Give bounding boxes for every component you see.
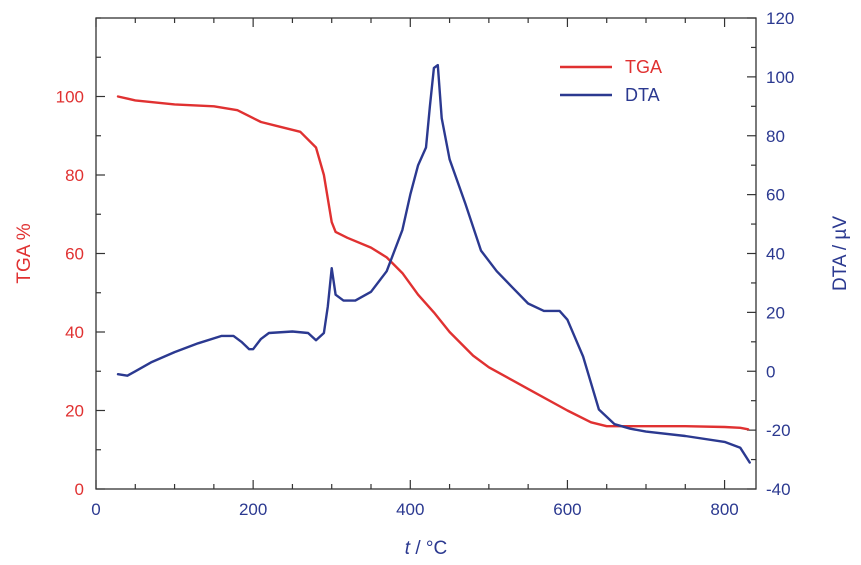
right-y-tick-label: 0 (766, 362, 775, 381)
right-y-tick-label: 100 (766, 68, 794, 87)
right-y-axis-ticks: -40 -20 0 20 40 60 80 100 120 (747, 9, 794, 499)
right-y-tick-label: 120 (766, 9, 794, 28)
x-tick-label: 200 (239, 500, 267, 519)
right-y-tick-label: 40 (766, 245, 785, 264)
series-layer (116, 63, 751, 464)
left-y-axis-ticks: 0 20 40 60 80 100 (56, 17, 105, 499)
left-y-tick-label: 60 (65, 245, 84, 264)
legend: TGA DTA (560, 57, 662, 105)
right-y-tick-label: -40 (766, 480, 791, 499)
x-tick-label: 400 (396, 500, 424, 519)
x-axis-title: t / °C (405, 538, 447, 559)
x-tick-label: 0 (91, 500, 100, 519)
right-y-tick-label: 20 (766, 303, 785, 322)
x-axis-title-unit: / °C (410, 538, 447, 559)
left-y-tick-label: 0 (75, 480, 84, 499)
x-axis-title-symbol: t (405, 538, 411, 559)
x-axis-ticks: 0 200 400 600 800 (91, 18, 739, 519)
plot-frame (95, 17, 757, 490)
x-tick-label: 600 (553, 500, 581, 519)
left-y-tick-label: 80 (65, 166, 84, 185)
right-y-tick-label: 60 (766, 186, 785, 205)
series-line-dta (116, 63, 751, 464)
left-y-tick-label: 20 (65, 402, 84, 421)
left-y-axis-title: TGA % (14, 223, 35, 283)
right-y-tick-label: -20 (766, 421, 791, 440)
left-y-tick-label: 100 (56, 88, 84, 107)
series-line-tga (116, 95, 750, 431)
x-tick-label: 800 (710, 500, 738, 519)
legend-label-dta: DTA (625, 85, 660, 105)
right-y-axis-title: DTA / µV (830, 216, 851, 291)
left-y-tick-label: 40 (65, 323, 84, 342)
right-y-tick-label: 80 (766, 127, 785, 146)
legend-label-tga: TGA (625, 57, 662, 77)
